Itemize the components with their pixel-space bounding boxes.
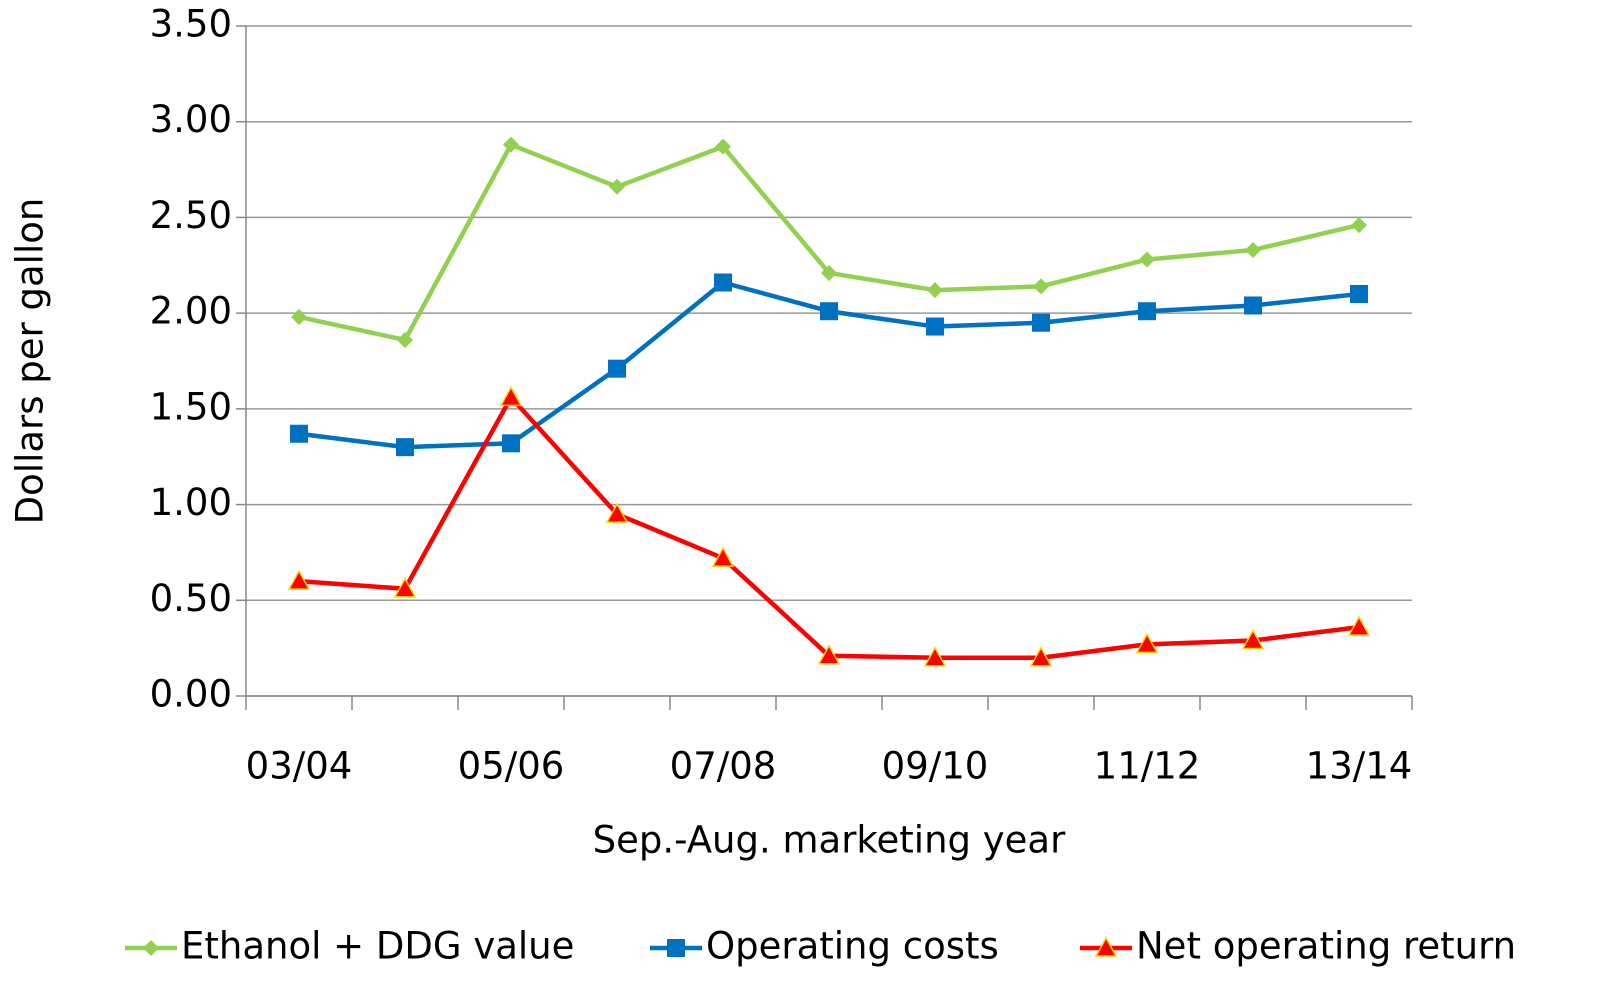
marker (502, 434, 520, 453)
y-tick-label: 0.00 (150, 673, 232, 716)
marker (290, 424, 308, 443)
marker (820, 302, 838, 321)
series-line (298, 395, 1360, 660)
marker (396, 438, 414, 457)
marker (923, 646, 947, 667)
y-axis-label: Dollars per gallon (9, 198, 52, 525)
marker (503, 136, 519, 153)
marker (499, 385, 523, 407)
marker (1135, 632, 1159, 654)
marker (1032, 313, 1050, 332)
marker (926, 317, 944, 336)
legend-label: Operating costs (706, 925, 999, 968)
marker (821, 264, 837, 281)
y-tick-label: 2.50 (150, 194, 232, 237)
y-tick-label: 0.50 (150, 577, 232, 620)
marker (927, 282, 943, 299)
marker (1350, 285, 1368, 303)
marker (605, 502, 629, 523)
x-axis-label: Sep.-Aug. marketing year (593, 819, 1066, 862)
legend-item: Ethanol + DDG value (125, 925, 574, 968)
x-tick-label: 03/04 (246, 745, 353, 788)
marker (608, 359, 626, 378)
marker (667, 939, 685, 957)
legend-label: Ethanol + DDG value (181, 925, 574, 968)
x-tick-label: 07/08 (670, 745, 777, 788)
marker (714, 273, 732, 292)
x-tick-label: 13/14 (1306, 745, 1413, 788)
marker (287, 569, 311, 590)
marker (711, 546, 735, 567)
marker (817, 644, 841, 665)
marker (1347, 615, 1371, 636)
x-tick-label: 11/12 (1094, 745, 1201, 788)
y-tick-label: 1.50 (150, 385, 232, 428)
legend-item: Net operating return (1080, 925, 1516, 968)
y-tick-label: 2.00 (150, 290, 232, 333)
marker (609, 178, 625, 195)
marker (1241, 628, 1265, 650)
y-tick-label: 3.50 (150, 3, 232, 46)
marker (1029, 646, 1053, 667)
marker (143, 940, 159, 956)
marker (715, 138, 731, 155)
marker (291, 308, 307, 325)
marker (393, 577, 417, 598)
marker (1244, 296, 1262, 315)
x-tick-label: 05/06 (458, 745, 565, 788)
legend-item: Operating costs (650, 925, 999, 968)
x-tick-label: 09/10 (882, 745, 989, 788)
y-tick-label: 1.00 (150, 481, 232, 524)
marker (1245, 241, 1261, 258)
marker (1351, 217, 1367, 234)
marker (1094, 936, 1118, 957)
legend-label: Net operating return (1136, 925, 1516, 968)
y-tick-label: 3.00 (150, 98, 232, 141)
marker (1033, 278, 1049, 295)
marker (397, 331, 413, 348)
marker (1138, 302, 1156, 321)
marker (1139, 251, 1155, 268)
